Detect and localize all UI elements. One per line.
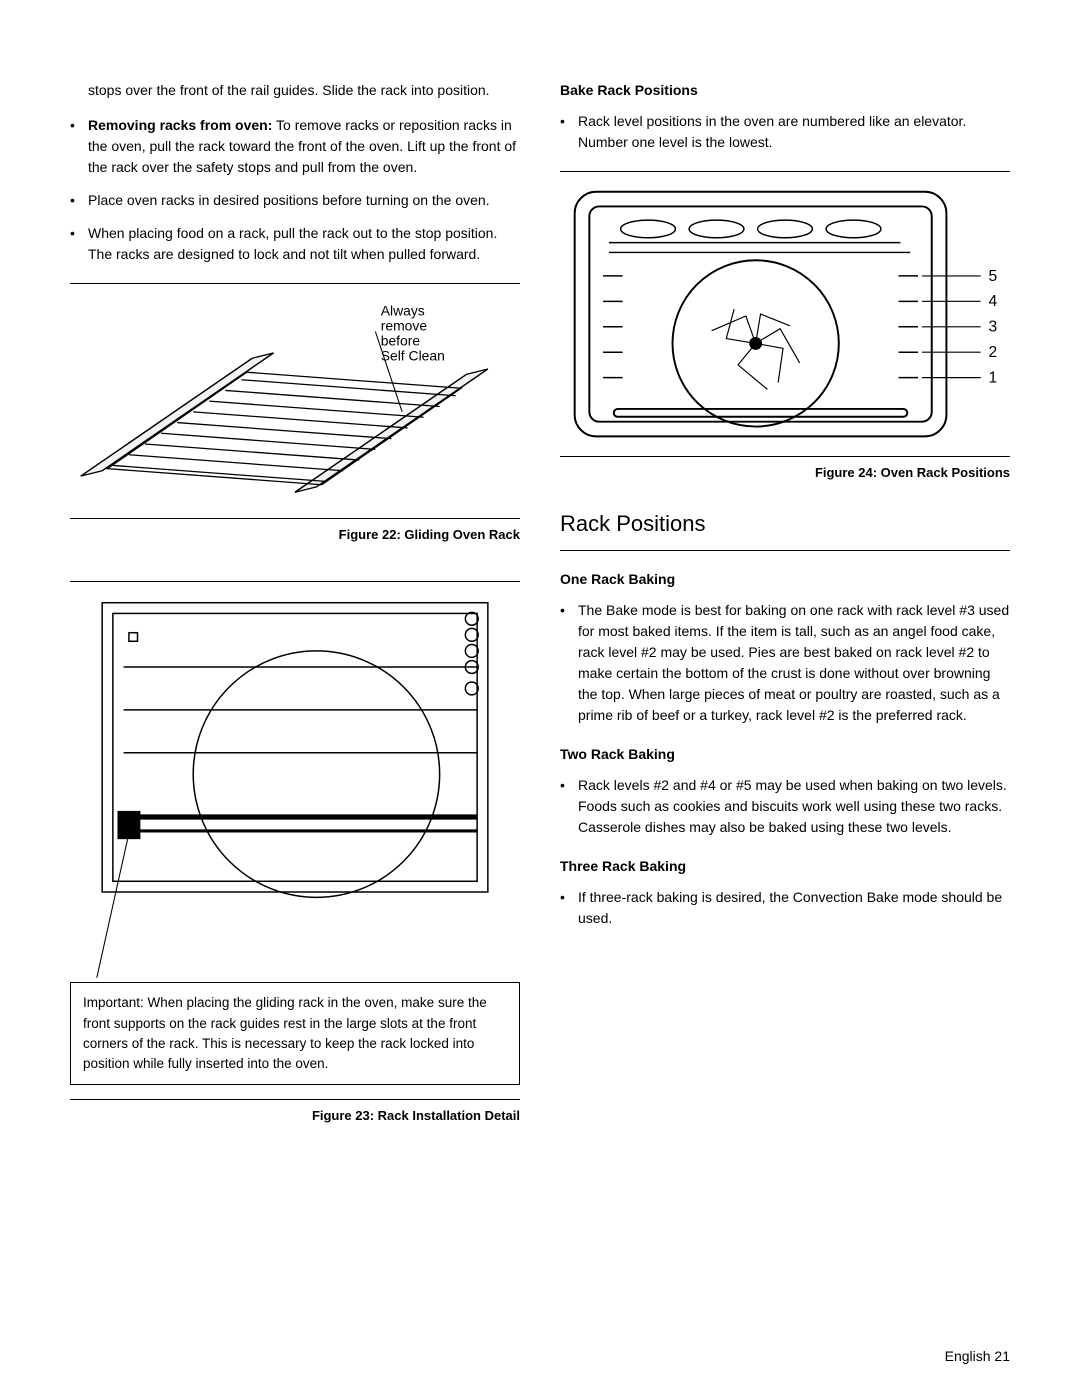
intro-paragraph: stops over the front of the rail guides.… [88,80,520,101]
rack-num: 1 [988,370,997,387]
oven-positions-icon: 5 4 3 2 1 [560,182,1010,446]
figure-24: 5 4 3 2 1 [560,182,1010,446]
li-text: Rack level positions in the oven are num… [578,113,966,150]
rack-num: 3 [988,319,997,336]
list-item: Removing racks from oven: To remove rack… [70,115,520,178]
rack-num: 5 [988,268,997,285]
list-item: If three-rack baking is desired, the Con… [560,887,1010,929]
left-column: stops over the front of the rail guides.… [70,80,520,1132]
one-rack-heading: One Rack Baking [560,569,1010,590]
rule [70,518,520,519]
page-footer: English 21 [945,1346,1010,1367]
figure-22-caption: Figure 22: Gliding Oven Rack [70,525,520,545]
li-text: The Bake mode is best for baking on one … [578,602,1009,723]
right-column: Bake Rack Positions Rack level positions… [560,80,1010,1132]
rule [70,283,520,284]
list-item: Place oven racks in desired positions be… [70,190,520,211]
runin: Removing racks from oven: [88,117,272,133]
li-text: When placing food on a rack, pull the ra… [88,225,497,262]
list-item: Rack level positions in the oven are num… [560,111,1010,153]
rack-num: 4 [988,293,997,310]
rack-num: 2 [988,344,997,361]
li-text: Place oven racks in desired positions be… [88,192,490,208]
two-rack-heading: Two Rack Baking [560,744,1010,765]
section-heading: Rack Positions [560,507,1010,540]
list-item: The Bake mode is best for baking on one … [560,600,1010,726]
fig22-label: Always remove before Self Clean [381,302,445,363]
rule [70,581,520,582]
rule [560,171,1010,172]
three-rack-heading: Three Rack Baking [560,856,1010,877]
rule [70,1099,520,1100]
three-rack-bullets: If three-rack baking is desired, the Con… [560,887,1010,929]
list-item: Rack levels #2 and #4 or #5 may be used … [560,775,1010,838]
list-item: When placing food on a rack, pull the ra… [70,223,520,265]
rule [560,550,1010,551]
two-column-layout: stops over the front of the rail guides.… [70,80,1010,1132]
rule [560,456,1010,457]
two-rack-bullets: Rack levels #2 and #4 or #5 may be used … [560,775,1010,838]
gliding-rack-icon: Always remove before Self Clean [70,294,520,508]
figure-23-caption: Figure 23: Rack Installation Detail [70,1106,520,1126]
figure-22: Always remove before Self Clean [70,294,520,508]
one-rack-bullets: The Bake mode is best for baking on one … [560,600,1010,726]
left-bullets: Removing racks from oven: To remove rack… [70,115,520,265]
li-text: Rack levels #2 and #4 or #5 may be used … [578,777,1007,835]
bake-bullets: Rack level positions in the oven are num… [560,111,1010,153]
li-text: If three-rack baking is desired, the Con… [578,889,1002,926]
figure-24-caption: Figure 24: Oven Rack Positions [560,463,1010,483]
figure-23: Important: When placing the gliding rack… [70,592,520,1086]
bake-heading: Bake Rack Positions [560,80,1010,101]
figure-23-note: Important: When placing the gliding rack… [70,982,520,1085]
